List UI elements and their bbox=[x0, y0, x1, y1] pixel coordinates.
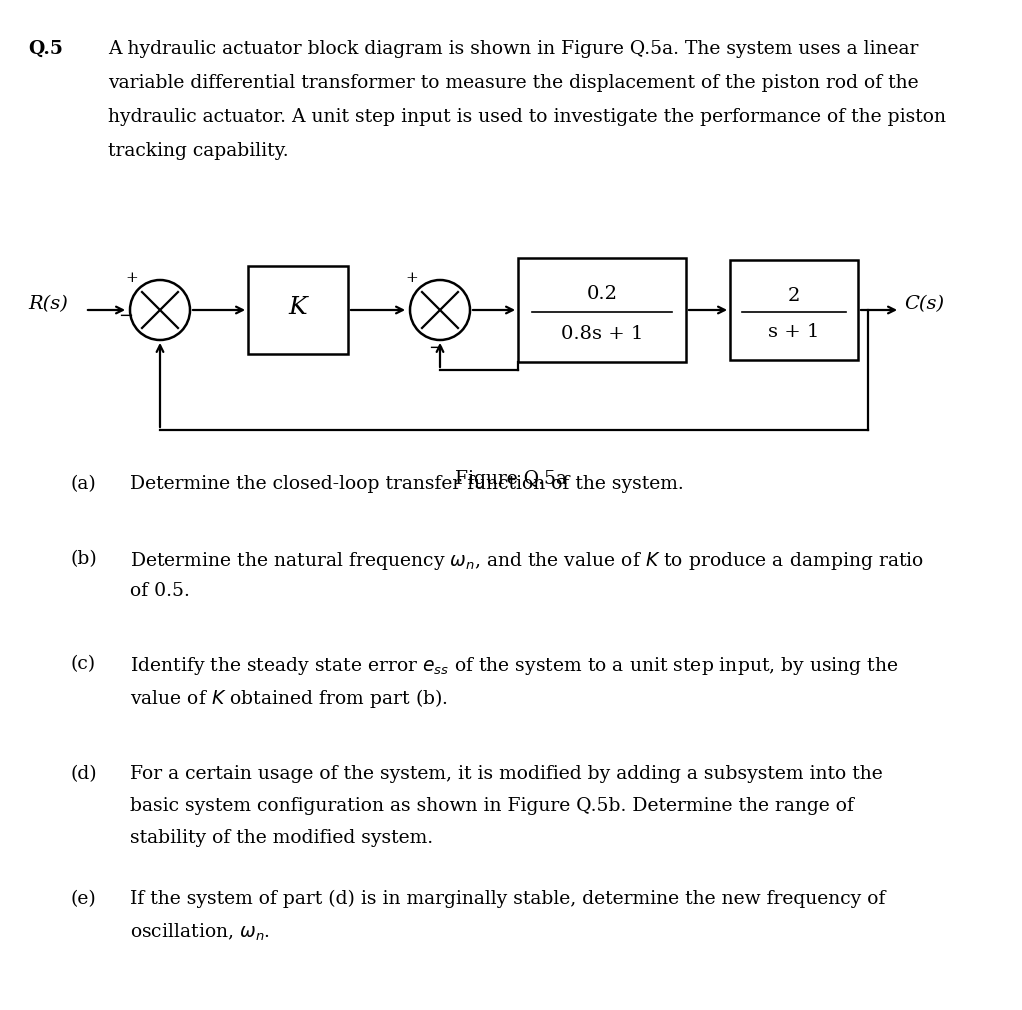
Text: hydraulic actuator. A unit step input is used to investigate the performance of : hydraulic actuator. A unit step input is… bbox=[108, 108, 946, 126]
Text: basic system configuration as shown in Figure Q.5b. Determine the range of: basic system configuration as shown in F… bbox=[130, 797, 853, 815]
Text: (b): (b) bbox=[69, 550, 97, 568]
Text: Figure Q.5a: Figure Q.5a bbox=[455, 470, 567, 488]
Text: For a certain usage of the system, it is modified by adding a subsystem into the: For a certain usage of the system, it is… bbox=[130, 765, 883, 783]
Text: (a): (a) bbox=[69, 475, 96, 493]
Text: 0.2: 0.2 bbox=[587, 285, 617, 303]
Text: +: + bbox=[406, 271, 418, 285]
Text: Determine the natural frequency $\omega_n$, and the value of $K$ to produce a da: Determine the natural frequency $\omega_… bbox=[130, 550, 924, 572]
Text: C(s): C(s) bbox=[904, 295, 944, 313]
Text: of 0.5.: of 0.5. bbox=[130, 582, 190, 600]
Text: Determine the closed-loop transfer function of the system.: Determine the closed-loop transfer funct… bbox=[130, 475, 684, 493]
Text: K: K bbox=[288, 297, 308, 319]
Text: 0.8s + 1: 0.8s + 1 bbox=[561, 325, 643, 343]
Text: −: − bbox=[119, 307, 134, 325]
Text: If the system of part (d) is in marginally stable, determine the new frequency o: If the system of part (d) is in marginal… bbox=[130, 890, 885, 908]
Bar bbox=[248, 266, 349, 353]
Text: A hydraulic actuator block diagram is shown in Figure Q.5a. The system uses a li: A hydraulic actuator block diagram is sh… bbox=[108, 40, 919, 58]
Text: 2: 2 bbox=[788, 287, 800, 305]
Text: −: − bbox=[428, 339, 444, 357]
Bar bbox=[730, 260, 858, 360]
Text: R(s): R(s) bbox=[28, 295, 67, 313]
Text: s + 1: s + 1 bbox=[769, 323, 820, 341]
Text: +: + bbox=[126, 271, 138, 285]
Bar bbox=[518, 258, 686, 362]
Text: (e): (e) bbox=[69, 890, 96, 908]
Text: variable differential transformer to measure the displacement of the piston rod : variable differential transformer to mea… bbox=[108, 74, 919, 92]
Text: oscillation, $\omega_n$.: oscillation, $\omega_n$. bbox=[130, 922, 270, 943]
Text: (c): (c) bbox=[69, 655, 95, 673]
Text: Identify the steady state error $e_{ss}$ of the system to a unit step input, by : Identify the steady state error $e_{ss}$… bbox=[130, 655, 898, 677]
Text: Q.5: Q.5 bbox=[28, 40, 63, 58]
Text: (d): (d) bbox=[69, 765, 97, 783]
Text: tracking capability.: tracking capability. bbox=[108, 142, 288, 160]
Text: stability of the modified system.: stability of the modified system. bbox=[130, 829, 433, 847]
Text: value of $K$ obtained from part (b).: value of $K$ obtained from part (b). bbox=[130, 687, 448, 710]
